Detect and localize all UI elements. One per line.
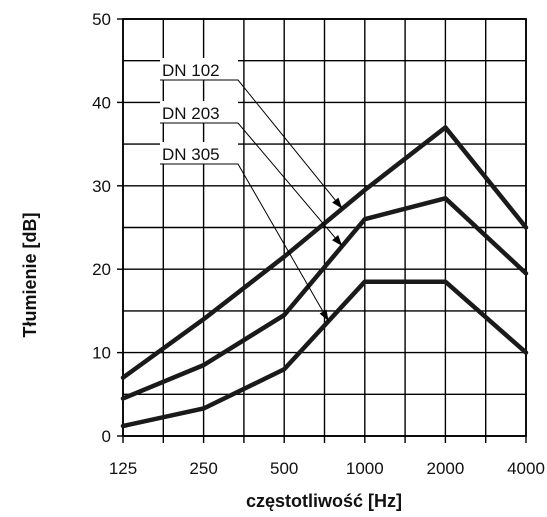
series-label-leader: [160, 122, 343, 247]
series-line: [120, 279, 529, 429]
series-lines: [120, 125, 529, 429]
y-tick-label: 0: [102, 427, 111, 446]
y-tick-labels: 0 10 20 30 40 50: [92, 10, 111, 446]
series-label-leader: [160, 79, 343, 209]
x-tick-labels: 125 250 500 1000 2000 4000: [109, 459, 545, 478]
series-label-leader: [160, 163, 329, 322]
y-axis-title: Tłumienie [dB]: [20, 213, 40, 338]
series-label: DN 203: [162, 104, 220, 123]
grid: [117, 18, 527, 443]
series-label: DN 305: [162, 145, 220, 164]
y-tick-label: 50: [92, 10, 111, 29]
series-line: [120, 196, 529, 401]
x-tick-label: 250: [189, 459, 217, 478]
series-label-background: [160, 58, 238, 80]
x-tick-label: 500: [270, 459, 298, 478]
y-tick-label: 10: [92, 344, 111, 363]
series-label-arrow: [332, 197, 343, 209]
y-tick-label: 30: [92, 177, 111, 196]
series-line: [120, 125, 529, 380]
series-label-arrow: [332, 235, 343, 247]
y-tick-label: 20: [92, 260, 111, 279]
x-tick-label: 1000: [346, 459, 384, 478]
x-axis-title: częstotliwość [Hz]: [246, 491, 402, 511]
y-tick-label: 40: [92, 93, 111, 112]
series-labels: DN 102 DN 203 DN 305: [160, 58, 343, 322]
x-tick-label: 125: [109, 459, 137, 478]
series-label-arrow: [319, 309, 329, 322]
series-label-background: [160, 142, 238, 164]
x-tick-label: 4000: [507, 459, 545, 478]
x-tick-label: 2000: [426, 459, 464, 478]
series-label: DN 102: [162, 61, 220, 80]
series-label-background: [160, 101, 238, 123]
